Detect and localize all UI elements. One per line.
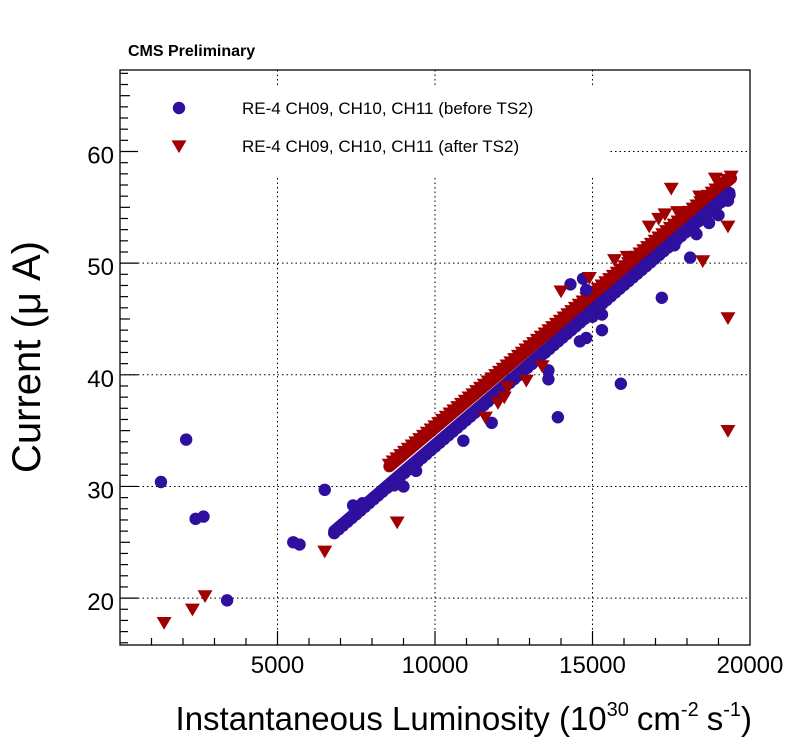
- data-point: [702, 216, 716, 230]
- data-point: [720, 425, 736, 438]
- axis-ticks: 5000 10000 15000 20000 20 30 40 50 60: [87, 72, 784, 679]
- data-point: [690, 227, 703, 241]
- data-point: [595, 308, 609, 321]
- x-axis-unit-s-exp: -1: [723, 699, 741, 721]
- x-tick-label: 20000: [717, 652, 784, 679]
- data-point: [197, 510, 210, 523]
- legend-label: RE-4 CH09, CH10, CH11 (after TS2): [242, 137, 519, 156]
- data-point: [655, 291, 668, 304]
- data-point: [220, 594, 234, 607]
- data-point: [318, 483, 331, 497]
- data-point: [707, 172, 723, 186]
- data-point: [614, 377, 628, 390]
- x-axis-title-open-paren: (: [559, 700, 570, 737]
- data-point: [553, 285, 569, 299]
- y-tick-label: 60: [87, 143, 114, 170]
- x-axis-title: Instantaneous Luminosity (1030 cm-2 s-1): [176, 699, 752, 737]
- x-axis-title-main: Instantaneous Luminosity: [176, 700, 551, 737]
- legend-box: [120, 86, 610, 176]
- x-tick-label: 15000: [559, 652, 626, 679]
- band-marker: [723, 170, 739, 184]
- data-point: [721, 194, 735, 207]
- data-point: [197, 590, 213, 603]
- data-point: [573, 335, 587, 348]
- data-point: [179, 433, 193, 446]
- data-point: [712, 208, 725, 222]
- data-point: [657, 208, 673, 222]
- series-markers: [154, 172, 736, 630]
- x-tick-label: 5000: [251, 652, 304, 679]
- x-axis-unit-base: 10: [570, 700, 607, 737]
- x-axis-unit-s: s: [707, 700, 724, 737]
- data-point: [356, 497, 369, 510]
- data-point: [409, 464, 423, 478]
- data-point: [496, 391, 512, 405]
- data-point: [534, 360, 550, 373]
- data-point: [581, 272, 597, 285]
- data-point: [641, 220, 657, 234]
- data-point: [663, 182, 679, 196]
- data-point: [692, 190, 708, 204]
- y-tick-label: 40: [87, 366, 114, 393]
- data-point: [154, 475, 168, 489]
- data-point: [607, 254, 623, 267]
- data-point: [457, 434, 470, 447]
- header-label: CMS Preliminary: [128, 43, 255, 60]
- x-axis-unit-cm: cm: [637, 700, 681, 737]
- legend-marker: [172, 101, 186, 115]
- data-point: [551, 411, 565, 424]
- data-point: [542, 373, 555, 386]
- data-point: [397, 480, 410, 493]
- data-point: [317, 545, 333, 559]
- data-point: [695, 255, 711, 269]
- data-point: [580, 283, 593, 297]
- data-point: [670, 206, 686, 219]
- legend-entry-before-ts2: RE-4 CH09, CH10, CH11 (before TS2): [172, 99, 533, 118]
- after-ts2-dense-band: [381, 170, 739, 473]
- y-tick-label: 30: [87, 477, 114, 504]
- data-point: [389, 516, 405, 530]
- data-point: [490, 397, 506, 410]
- data-point: [387, 479, 401, 492]
- legend-entry-after-ts2: RE-4 CH09, CH10, CH11 (after TS2): [171, 137, 519, 156]
- x-tick-label: 10000: [402, 652, 469, 679]
- data-point: [720, 220, 736, 234]
- data-point: [346, 499, 360, 512]
- y-axis-title: Current (μ A): [5, 241, 49, 473]
- x-axis-unit-cm-exp: -2: [681, 699, 699, 721]
- x-axis-title-close-paren: ): [741, 700, 752, 737]
- legend: RE-4 CH09, CH10, CH11 (before TS2) RE-4 C…: [171, 99, 533, 156]
- data-point: [518, 374, 534, 388]
- x-axis-unit-exp: 30: [607, 699, 629, 721]
- before-ts2-points: [154, 194, 735, 607]
- data-point: [564, 278, 577, 291]
- data-point: [499, 381, 515, 395]
- data-point: [156, 617, 172, 630]
- after-ts2-points: [156, 172, 736, 630]
- data-point: [595, 323, 609, 337]
- y-tick-label: 20: [87, 589, 114, 616]
- data-point: [485, 416, 498, 430]
- data-point: [586, 310, 599, 323]
- data-point: [477, 411, 493, 425]
- y-tick-label: 50: [87, 254, 114, 281]
- data-point: [720, 312, 736, 325]
- data-point: [619, 250, 635, 264]
- data-point: [683, 251, 697, 264]
- data-point: [184, 603, 200, 617]
- legend-label: RE-4 CH09, CH10, CH11 (before TS2): [242, 99, 533, 118]
- data-point: [293, 538, 306, 551]
- data-point: [668, 239, 681, 252]
- legend-marker: [171, 140, 187, 154]
